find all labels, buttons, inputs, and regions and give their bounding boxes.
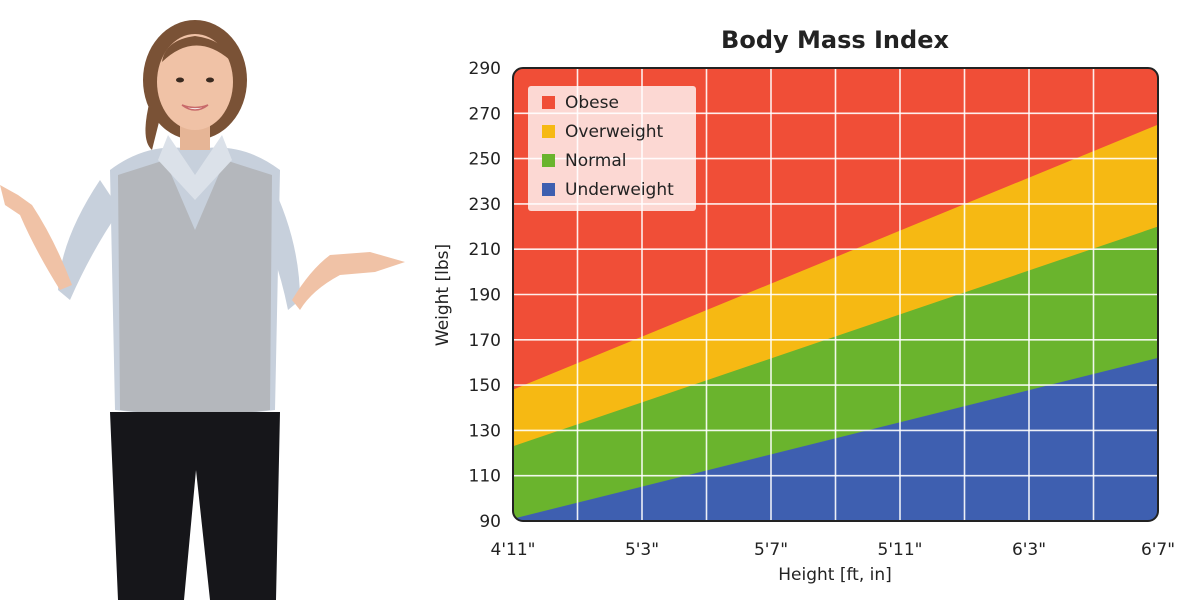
x-tick-label: 5'11" — [878, 540, 923, 560]
y-tick-label: 270 — [469, 104, 501, 124]
x-tick-label: 6'7" — [1141, 540, 1175, 560]
x-axis-label: Height [ft, in] — [778, 565, 892, 585]
y-tick-label: 150 — [469, 376, 501, 396]
legend-swatch-obese — [542, 96, 555, 109]
x-tick-label: 4'11" — [491, 540, 536, 560]
y-tick-label: 110 — [469, 467, 501, 487]
legend-swatch-overweight — [542, 125, 555, 138]
x-axis-ticks: 4'11" 5'3" 5'7" 5'11" 6'3" 6'7" — [491, 540, 1176, 560]
y-tick-label: 170 — [469, 331, 501, 351]
legend-swatch-normal — [542, 154, 555, 167]
y-axis-label: Weight [lbs] — [433, 244, 453, 346]
y-tick-label: 90 — [479, 512, 501, 532]
y-tick-label: 190 — [469, 286, 501, 306]
x-tick-label: 5'3" — [625, 540, 659, 560]
y-axis-ticks: 90 110 130 150 170 190 210 230 250 270 290 — [469, 59, 501, 532]
legend-label-overweight: Overweight — [565, 122, 664, 142]
y-tick-label: 290 — [469, 59, 501, 79]
legend-label-normal: Normal — [565, 151, 627, 171]
y-tick-label: 230 — [469, 195, 501, 215]
legend-label-obese: Obese — [565, 93, 619, 113]
grid-lines — [513, 68, 1158, 521]
y-tick-label: 250 — [469, 150, 501, 170]
chart-title: Body Mass Index — [721, 26, 949, 54]
woman-shrugging-illustration — [0, 20, 405, 600]
y-tick-label: 130 — [469, 421, 501, 441]
legend-swatch-underweight — [542, 183, 555, 196]
legend: Obese Overweight Normal Underweight — [528, 86, 696, 211]
y-tick-label: 210 — [469, 240, 501, 260]
legend-label-underweight: Underweight — [565, 180, 674, 200]
x-tick-label: 6'3" — [1012, 540, 1046, 560]
x-tick-label: 5'7" — [754, 540, 788, 560]
plot-border — [512, 67, 1159, 522]
bmi-chart: Body Mass Index 90 110 130 150 170 190 210 230 2… — [433, 26, 1176, 585]
legend-box — [528, 86, 696, 211]
